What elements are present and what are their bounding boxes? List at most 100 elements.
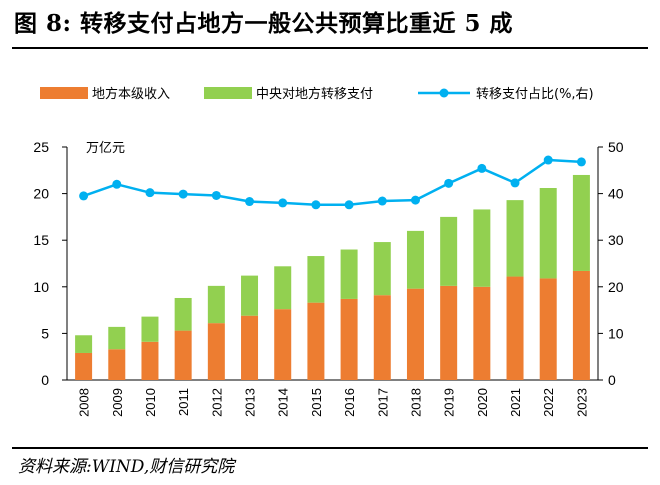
ratio-line xyxy=(83,158,582,207)
ratio-point xyxy=(178,189,188,199)
bar-central-transfer xyxy=(539,188,557,279)
x-tick-label-group: 2015 xyxy=(309,388,324,417)
left-tick-label: 15 xyxy=(33,232,49,248)
x-tick-label: 2018 xyxy=(408,388,423,417)
bar-central-transfer xyxy=(473,209,491,287)
x-tick-label: 2015 xyxy=(309,388,324,417)
left-tick-label: 10 xyxy=(33,279,49,295)
x-tick-label-group: 2018 xyxy=(408,388,423,417)
x-tick-label-group: 2019 xyxy=(442,388,457,417)
bar-central-transfer xyxy=(572,174,590,271)
x-tick-label-group: 2011 xyxy=(176,388,191,416)
bar-central-transfer xyxy=(373,242,391,296)
legend-label-local-revenue: 地方本级收入 xyxy=(92,86,170,102)
x-tick-label: 2019 xyxy=(442,388,457,417)
bars xyxy=(75,174,590,380)
bar-local-revenue xyxy=(506,276,524,380)
bar-central-transfer xyxy=(141,316,159,342)
bar-local-revenue xyxy=(440,285,458,380)
ratio-point xyxy=(311,200,321,210)
ratio-line-series xyxy=(79,155,586,210)
bar-local-revenue xyxy=(75,352,93,380)
bar-local-revenue xyxy=(207,323,225,380)
x-tick-label: 2014 xyxy=(276,388,291,417)
left-tick-label: 25 xyxy=(33,139,49,155)
bar-local-revenue xyxy=(406,288,424,380)
x-tick-label: 2010 xyxy=(143,388,158,417)
chart-title: 图 8: 转移支付占地方一般公共预算比重近 5 成 xyxy=(14,10,514,37)
ratio-point xyxy=(377,196,387,206)
bar-local-revenue xyxy=(340,298,358,380)
x-tick-label: 2023 xyxy=(574,388,589,417)
x-tick-label-group: 2020 xyxy=(475,388,490,417)
bar-central-transfer xyxy=(506,200,524,277)
left-tick-label: 0 xyxy=(41,372,49,388)
x-tick-label: 2013 xyxy=(243,388,258,417)
x-tick-label: 2016 xyxy=(342,388,357,417)
x-tick-label-group: 2021 xyxy=(508,388,523,417)
bar-local-revenue xyxy=(572,270,590,380)
bar-central-transfer xyxy=(307,256,325,303)
ratio-point xyxy=(278,198,288,208)
x-tick-label: 2011 xyxy=(176,388,191,416)
bar-local-revenue xyxy=(241,315,259,380)
right-tick-label: 20 xyxy=(608,279,624,295)
x-tick-label-group: 2022 xyxy=(541,388,556,417)
x-tick-label: 2020 xyxy=(475,388,490,417)
footer-rule xyxy=(12,447,648,449)
bar-local-revenue xyxy=(174,330,192,380)
x-tick-label-group: 2010 xyxy=(143,388,158,417)
tick-labels: 0 5 10 15 20 25 0 10 20 30 40 50 2008 2009 2010 2011 201… xyxy=(33,139,623,417)
ratio-point xyxy=(112,179,122,189)
x-tick-label-group: 2016 xyxy=(342,388,357,417)
ratio-point xyxy=(145,188,155,198)
ratio-point xyxy=(344,200,354,210)
right-tick-label: 0 xyxy=(608,372,616,388)
bar-central-transfer xyxy=(274,266,292,310)
ratio-point xyxy=(410,195,420,205)
x-tick-label-group: 2008 xyxy=(77,388,92,417)
title-underline xyxy=(12,47,648,49)
x-tick-label: 2017 xyxy=(375,388,390,417)
x-tick-label: 2012 xyxy=(209,388,224,417)
right-tick-label: 30 xyxy=(608,232,624,248)
bar-central-transfer xyxy=(440,216,458,286)
right-tick-label: 40 xyxy=(608,186,624,202)
legend-label-ratio: 转移支付占比(%,右) xyxy=(476,87,594,102)
bar-central-transfer xyxy=(207,285,225,324)
x-tick-label: 2009 xyxy=(110,388,125,417)
ratio-point xyxy=(245,197,255,207)
bar-central-transfer xyxy=(75,335,93,353)
x-tick-label-group: 2009 xyxy=(110,388,125,417)
right-tick-label: 10 xyxy=(608,325,624,341)
bar-local-revenue xyxy=(274,309,292,380)
x-tick-label-group: 2017 xyxy=(375,388,390,417)
left-tick-label: 5 xyxy=(41,325,49,341)
ratio-point xyxy=(211,190,221,200)
ratio-point xyxy=(576,157,586,167)
source-note: 资料来源:WIND,财信研究院 xyxy=(18,457,235,477)
x-tick-label: 2008 xyxy=(77,388,92,417)
right-tick-label: 50 xyxy=(608,139,624,155)
left-tick-label: 20 xyxy=(33,186,49,202)
legend-swatch-local-revenue xyxy=(40,87,88,99)
bar-local-revenue xyxy=(307,302,325,380)
x-tick-label: 2021 xyxy=(508,388,523,417)
legend: 地方本级收入 中央对地方转移支付 转移支付占比(%,右) xyxy=(40,86,594,102)
legend-label-central-transfer: 中央对地方转移支付 xyxy=(256,86,373,102)
ratio-point xyxy=(477,163,487,173)
bar-local-revenue xyxy=(373,295,391,380)
bar-central-transfer xyxy=(406,230,424,289)
legend-swatch-central-transfer xyxy=(204,87,252,99)
bar-local-revenue xyxy=(108,349,126,380)
bar-local-revenue xyxy=(473,286,491,380)
left-axis-unit-label: 万亿元 xyxy=(86,141,125,156)
x-tick-label: 2022 xyxy=(541,388,556,417)
bar-central-transfer xyxy=(241,275,259,316)
ratio-point xyxy=(79,191,89,201)
ratio-point xyxy=(510,178,520,188)
bar-central-transfer xyxy=(340,249,358,299)
ratio-point xyxy=(444,178,454,188)
x-tick-label-group: 2023 xyxy=(574,388,589,417)
